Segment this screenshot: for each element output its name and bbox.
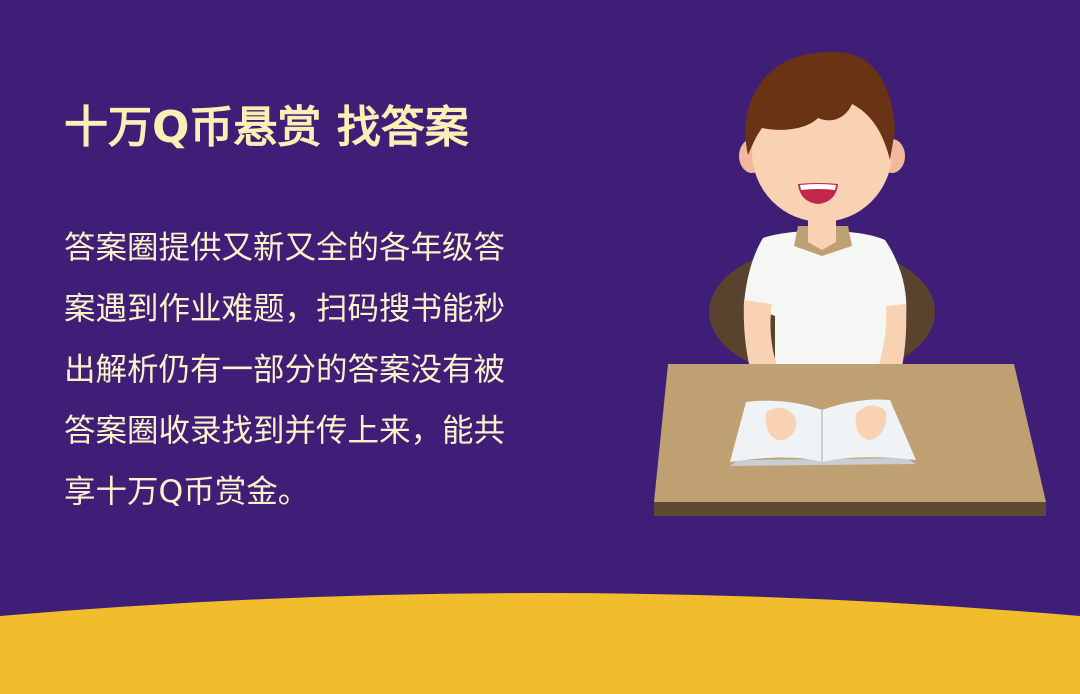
teeth <box>800 184 836 190</box>
description-line: 答案圈提供又新又全的各年级答 <box>64 230 506 266</box>
description-line: 答案圈收录找到并传上来，能共 <box>64 413 506 449</box>
shirt <box>744 230 907 366</box>
hair <box>745 51 895 160</box>
bottom-wave <box>0 593 1080 694</box>
headline: 十万Q币悬赏 找答案 <box>64 102 469 153</box>
left-hand <box>765 407 797 441</box>
description: 答案圈提供又新又全的各年级答 案遇到作业难题，扫码搜书能秒 出解析仍有一部分的答… <box>64 218 584 523</box>
description-line: 享十万Q币赏金。 <box>64 474 310 510</box>
student-illustration <box>654 51 1046 516</box>
desk-edge <box>654 502 1046 516</box>
right-hand <box>855 405 887 440</box>
description-line: 案遇到作业难题，扫码搜书能秒 <box>64 291 506 327</box>
description-line: 出解析仍有一部分的答案没有被 <box>64 352 506 388</box>
